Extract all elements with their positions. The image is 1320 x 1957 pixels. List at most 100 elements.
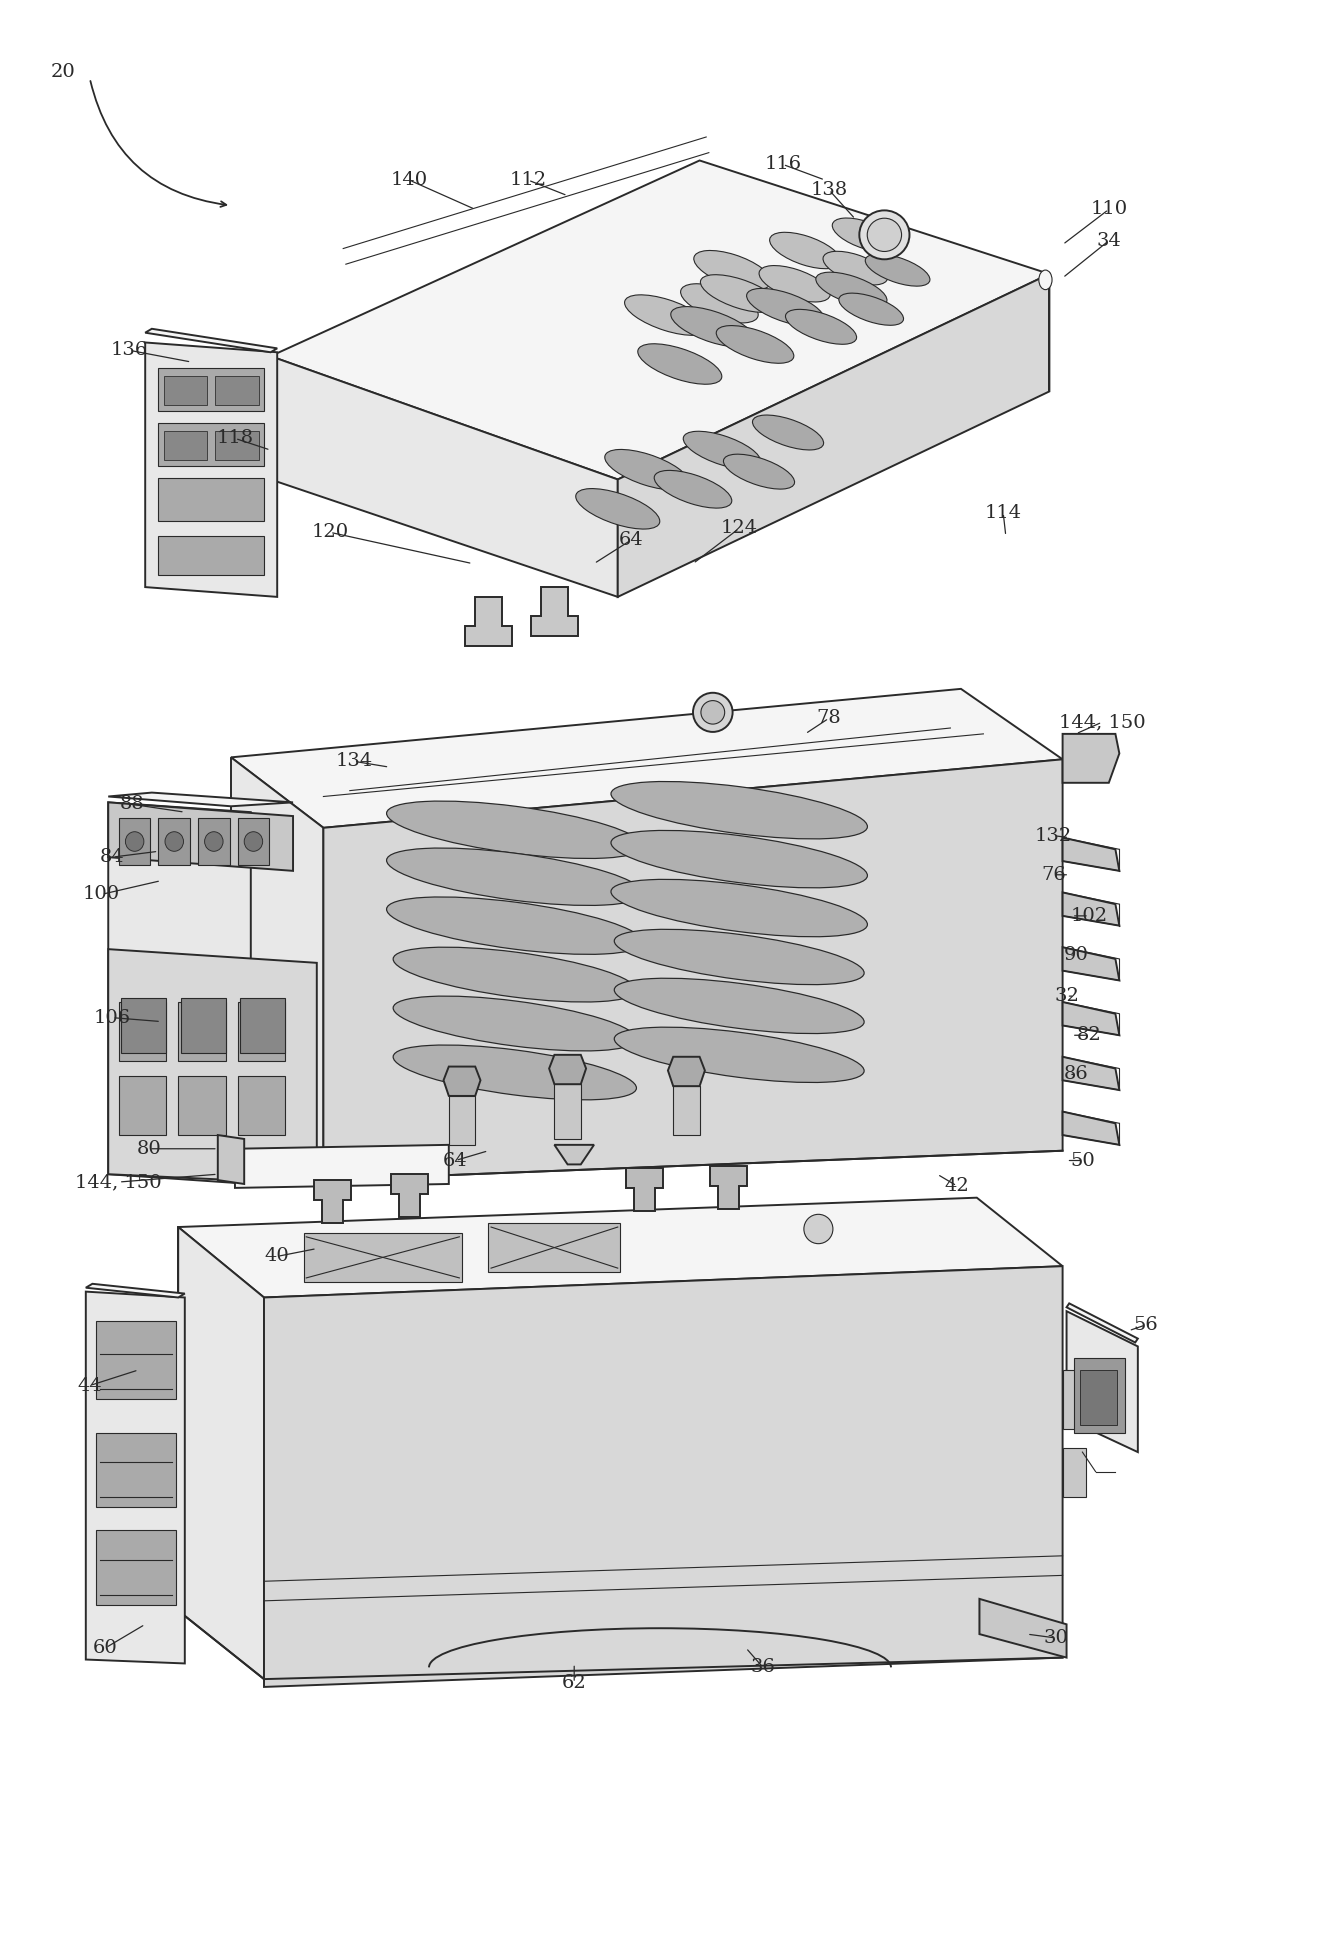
Polygon shape <box>86 1284 185 1297</box>
Ellipse shape <box>205 832 223 851</box>
Bar <box>158 478 264 521</box>
Text: 144, 150: 144, 150 <box>1059 712 1146 732</box>
Ellipse shape <box>747 288 824 327</box>
Bar <box>304 1233 462 1282</box>
Text: 102: 102 <box>1071 906 1107 926</box>
Polygon shape <box>271 160 1049 479</box>
Text: 80: 80 <box>137 1139 161 1159</box>
Text: 86: 86 <box>1064 1065 1088 1084</box>
Polygon shape <box>618 274 1049 597</box>
Ellipse shape <box>605 450 689 489</box>
Ellipse shape <box>840 294 903 325</box>
Polygon shape <box>145 329 277 352</box>
Ellipse shape <box>244 832 263 851</box>
Polygon shape <box>86 1292 185 1663</box>
Text: 136: 136 <box>111 341 148 360</box>
Polygon shape <box>1063 1002 1119 1035</box>
Text: 112: 112 <box>510 170 546 190</box>
Text: 140: 140 <box>391 170 428 190</box>
Polygon shape <box>145 342 277 597</box>
Ellipse shape <box>165 832 183 851</box>
Polygon shape <box>1067 1311 1138 1452</box>
Polygon shape <box>108 802 293 871</box>
Polygon shape <box>218 1135 244 1184</box>
Polygon shape <box>554 1145 594 1164</box>
Text: 114: 114 <box>985 503 1022 523</box>
Bar <box>215 376 259 405</box>
Ellipse shape <box>638 344 722 384</box>
Text: 100: 100 <box>83 885 120 904</box>
Ellipse shape <box>624 296 709 335</box>
Ellipse shape <box>859 209 909 260</box>
Polygon shape <box>108 949 317 1184</box>
Polygon shape <box>323 759 1063 1180</box>
Bar <box>164 376 207 405</box>
Ellipse shape <box>576 489 660 528</box>
Ellipse shape <box>614 978 865 1033</box>
Ellipse shape <box>684 431 760 470</box>
Bar <box>449 1096 475 1145</box>
Text: 50: 50 <box>1071 1151 1094 1170</box>
Bar <box>238 818 269 865</box>
Polygon shape <box>1063 947 1119 980</box>
Polygon shape <box>1063 1057 1119 1090</box>
Ellipse shape <box>694 250 771 290</box>
Ellipse shape <box>723 454 795 489</box>
Text: 64: 64 <box>444 1151 467 1170</box>
Ellipse shape <box>611 830 867 888</box>
Polygon shape <box>1067 1303 1138 1343</box>
Text: 44: 44 <box>78 1376 102 1395</box>
Ellipse shape <box>681 284 758 323</box>
Polygon shape <box>231 689 1063 828</box>
Bar <box>1074 1358 1125 1433</box>
Text: 138: 138 <box>810 180 847 200</box>
Bar <box>96 1321 176 1399</box>
Ellipse shape <box>393 1045 636 1100</box>
Ellipse shape <box>393 947 636 1002</box>
Ellipse shape <box>671 307 755 346</box>
Polygon shape <box>710 1166 747 1209</box>
Bar <box>238 1002 285 1061</box>
Bar <box>96 1433 176 1507</box>
Ellipse shape <box>785 309 857 344</box>
Text: 32: 32 <box>1055 986 1078 1006</box>
Ellipse shape <box>387 800 643 859</box>
Ellipse shape <box>824 250 887 286</box>
Polygon shape <box>1063 734 1119 783</box>
Ellipse shape <box>701 701 725 724</box>
Text: 20: 20 <box>51 63 75 82</box>
Text: 90: 90 <box>1064 945 1088 965</box>
Polygon shape <box>314 1180 351 1223</box>
Ellipse shape <box>816 272 887 307</box>
Bar <box>178 1002 226 1061</box>
Ellipse shape <box>611 781 867 840</box>
Text: 78: 78 <box>817 708 841 728</box>
Text: 134: 134 <box>335 751 372 771</box>
Text: 62: 62 <box>562 1673 586 1693</box>
Text: 56: 56 <box>1134 1315 1158 1335</box>
Ellipse shape <box>804 1213 833 1245</box>
Bar <box>158 368 264 411</box>
Bar <box>238 1076 285 1135</box>
Ellipse shape <box>387 896 643 955</box>
Polygon shape <box>1063 892 1119 926</box>
Text: 106: 106 <box>94 1008 131 1027</box>
Polygon shape <box>178 1227 264 1679</box>
Text: 76: 76 <box>1041 865 1065 885</box>
Ellipse shape <box>387 847 643 906</box>
Text: 144, 150: 144, 150 <box>75 1172 162 1192</box>
Polygon shape <box>108 802 251 1184</box>
Polygon shape <box>271 356 618 597</box>
Bar <box>673 1086 700 1135</box>
Bar <box>119 818 150 865</box>
Polygon shape <box>391 1174 428 1217</box>
Polygon shape <box>465 597 512 646</box>
Polygon shape <box>108 793 293 806</box>
Ellipse shape <box>833 217 896 252</box>
Ellipse shape <box>752 415 824 450</box>
Ellipse shape <box>770 233 841 268</box>
Bar <box>178 1076 226 1135</box>
Bar <box>121 998 166 1053</box>
Bar <box>198 818 230 865</box>
Bar <box>119 1076 166 1135</box>
